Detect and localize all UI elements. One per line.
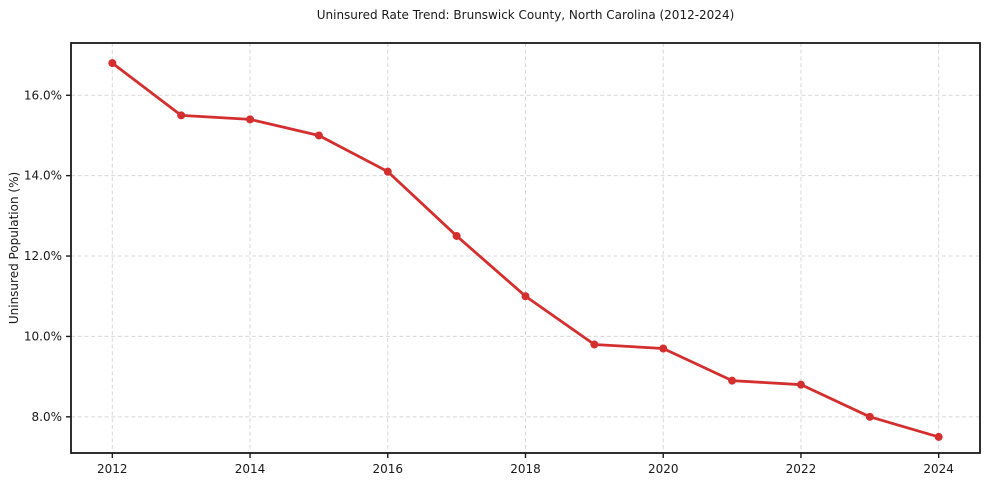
- x-tick-label: 2016: [372, 462, 403, 476]
- data-point: [246, 115, 255, 124]
- data-point: [659, 344, 668, 353]
- data-point: [314, 131, 323, 140]
- y-tick-label: 10.0%: [24, 329, 62, 343]
- y-tick-label: 8.0%: [32, 410, 63, 424]
- x-tick-label: 2020: [648, 462, 679, 476]
- y-tick-label: 14.0%: [24, 169, 62, 183]
- data-point: [521, 292, 530, 301]
- data-point: [728, 376, 737, 385]
- x-tick-label: 2018: [510, 462, 541, 476]
- data-point: [590, 340, 599, 349]
- y-tick-label: 12.0%: [24, 249, 62, 263]
- data-point: [383, 167, 392, 176]
- x-tick-label: 2012: [97, 462, 128, 476]
- x-tick-label: 2022: [786, 462, 817, 476]
- data-point: [865, 412, 874, 421]
- x-tick-label: 2024: [923, 462, 954, 476]
- chart-title: Uninsured Rate Trend: Brunswick County, …: [316, 8, 735, 22]
- data-point: [934, 432, 943, 441]
- y-tick-label: 16.0%: [24, 88, 62, 102]
- data-point: [796, 380, 805, 389]
- data-point: [177, 111, 186, 120]
- data-point: [452, 231, 461, 240]
- data-point: [108, 59, 117, 68]
- x-tick-label: 2014: [235, 462, 266, 476]
